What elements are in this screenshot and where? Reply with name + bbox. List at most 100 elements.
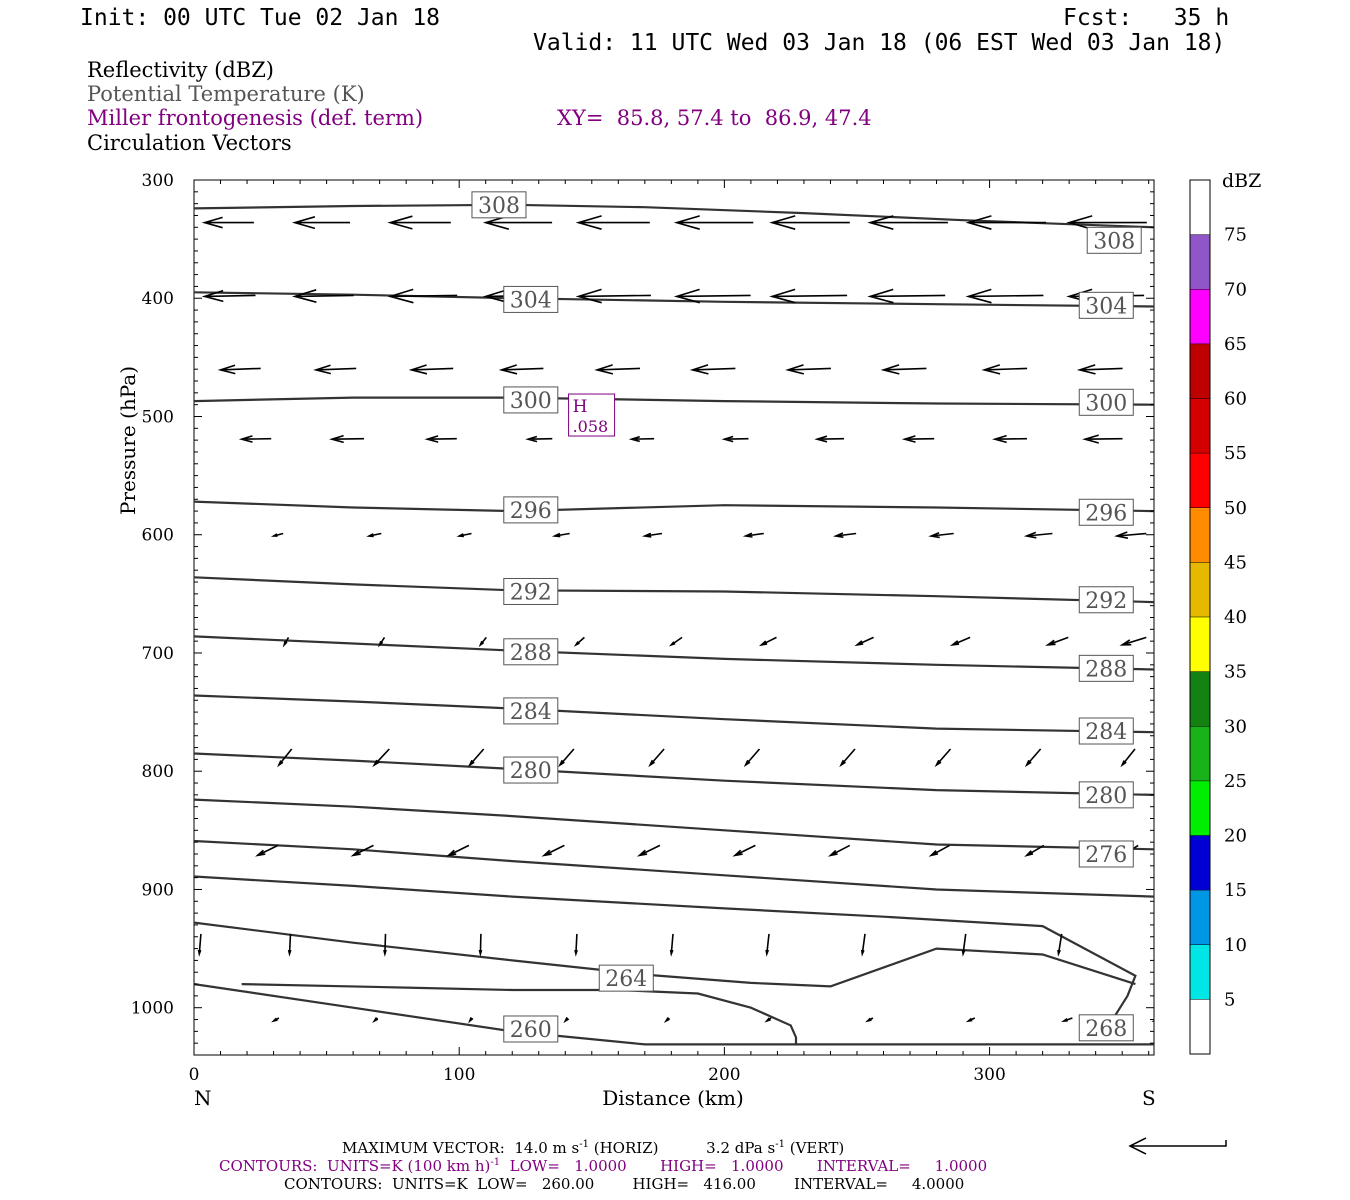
colorbar-swatch xyxy=(1190,835,1210,891)
contour-label-296: 296 xyxy=(510,499,552,524)
wind-vector xyxy=(832,532,857,538)
wind-vector xyxy=(372,748,390,768)
wind-vector xyxy=(541,844,565,857)
wind-vector xyxy=(764,1017,772,1023)
wind-vector xyxy=(743,748,761,768)
contour-label-box-296 xyxy=(1078,498,1134,526)
wind-vector xyxy=(721,435,749,443)
contour-label-300: 300 xyxy=(1085,391,1127,416)
footer-frontogenesis-contours: CONTOURS: UNITS=K (100 km h)-1 LOW= 1.00… xyxy=(219,1158,987,1174)
y-tick-label: 300 xyxy=(142,171,174,191)
wind-vector xyxy=(785,364,831,375)
reference-vector xyxy=(1128,1137,1227,1155)
contour-labels: 308 308 304 304 300 300 296 296 292 292 288 288 284 2… xyxy=(471,191,1142,1043)
wind-vector xyxy=(961,933,967,957)
colorbar-swatch xyxy=(1190,234,1210,290)
y-tick-label: 800 xyxy=(142,762,174,782)
wind-vector xyxy=(575,288,651,304)
contour-label-box-276 xyxy=(1078,840,1134,868)
wind-vector xyxy=(965,1017,976,1023)
contour-label-304: 304 xyxy=(1085,294,1127,319)
wind-vector xyxy=(901,435,935,443)
contour-label-box-304 xyxy=(503,285,559,313)
colorbar-label: 55 xyxy=(1224,443,1247,464)
contour-label-276: 276 xyxy=(1085,843,1127,868)
valid-time: Valid: 11 UTC Wed 03 Jan 18 (06 EST Wed … xyxy=(533,30,1226,56)
theta-contour-280 xyxy=(194,752,1154,796)
wind-vector xyxy=(934,748,952,768)
reference-vector-arrow xyxy=(1128,1137,1227,1155)
wind-vector xyxy=(201,216,254,229)
colorbar-label: 75 xyxy=(1224,225,1247,246)
wind-vector xyxy=(372,1017,379,1023)
contour-label-300: 300 xyxy=(510,389,552,414)
contour-label-280: 280 xyxy=(510,759,552,784)
north-label: N xyxy=(194,1086,212,1110)
forecast-hour: Fcst: 35 h xyxy=(1063,5,1230,31)
wind-vector xyxy=(270,532,284,537)
legend-circulation-vectors: Circulation Vectors xyxy=(87,131,292,155)
wind-vector xyxy=(1119,636,1147,646)
wind-vector xyxy=(827,844,851,857)
colorbar-label: 50 xyxy=(1224,498,1247,519)
colorbar-swatch xyxy=(1190,507,1210,563)
wind-vector xyxy=(424,435,457,443)
colorbar-swatch xyxy=(1190,453,1210,508)
wind-vector xyxy=(981,364,1028,375)
contour-label-box-292 xyxy=(1078,586,1134,614)
colorbar-swatch xyxy=(1190,289,1210,344)
colorbar-swatch xyxy=(1190,617,1210,672)
contour-label-box-264 xyxy=(598,964,654,992)
wind-vector xyxy=(641,532,663,538)
wind-vector xyxy=(255,844,279,857)
wind-vector xyxy=(769,215,850,230)
wind-vector xyxy=(287,933,292,957)
wind-vector xyxy=(1151,1020,1154,1022)
x-tick-label: 0 xyxy=(189,1065,200,1085)
wind-vector xyxy=(271,1017,280,1023)
contour-label-box-284 xyxy=(1078,717,1134,745)
footer-theta-contours: CONTOURS: UNITS=K LOW= 260.00 HIGH= 416.… xyxy=(284,1175,965,1193)
colorbar-label: 20 xyxy=(1224,826,1247,847)
contour-label-box-304 xyxy=(1078,291,1134,319)
wind-vector xyxy=(628,435,655,443)
contour-label-box-300 xyxy=(1078,388,1134,416)
colorbar-swatch xyxy=(1190,562,1210,617)
footer-sup-2: -1 xyxy=(775,1139,785,1150)
contour-label-box-292 xyxy=(503,577,559,605)
wind-vector xyxy=(282,637,290,648)
theta-contour-276 xyxy=(194,798,1154,851)
theta-contour-264 xyxy=(194,921,1136,988)
wind-vector xyxy=(928,531,954,539)
y-tick-label: 1000 xyxy=(131,999,174,1019)
colorbar-outline xyxy=(1189,179,1211,1055)
wind-vector xyxy=(860,933,866,957)
colorbar-label: 15 xyxy=(1224,880,1247,901)
wind-vector xyxy=(1024,844,1045,857)
colorbar-label: 10 xyxy=(1224,935,1247,956)
wind-vector xyxy=(865,1017,874,1023)
wind-vector xyxy=(313,364,357,375)
axes: 300 400 500 600 700 800 900 1000 0 100 200 300 Dista… xyxy=(116,171,1156,1110)
wind-vector xyxy=(197,933,202,957)
wind-vector xyxy=(329,434,365,444)
theta-contour-260 xyxy=(194,983,1154,1046)
wind-vector xyxy=(366,532,382,538)
frontogenesis-max-box xyxy=(568,393,616,437)
wind-vector xyxy=(1082,434,1123,444)
wind-vector xyxy=(594,364,641,375)
wind-vector xyxy=(498,364,544,375)
south-label: S xyxy=(1142,1086,1156,1110)
contour-label-304: 304 xyxy=(510,288,552,313)
legend-xy-endpoints: XY= 85.8, 57.4 to 86.9, 47.4 xyxy=(557,106,872,130)
wind-vector xyxy=(1114,531,1147,539)
theta-contour-268 xyxy=(194,875,1137,1038)
contour-label-box-288 xyxy=(503,638,559,666)
y-tick-label: 600 xyxy=(142,526,174,546)
wind-vector xyxy=(573,636,585,647)
colorbar: 75 70 65 60 55 50 45 40 35 30 25 20 15 10 5 dBZ xyxy=(1189,170,1261,1055)
legend-frontogenesis: Miller frontogenesis (def. term) xyxy=(87,106,424,130)
wind-vector xyxy=(668,636,683,647)
theta-contour-304 xyxy=(194,291,1154,308)
contour-label-292: 292 xyxy=(1085,589,1127,614)
